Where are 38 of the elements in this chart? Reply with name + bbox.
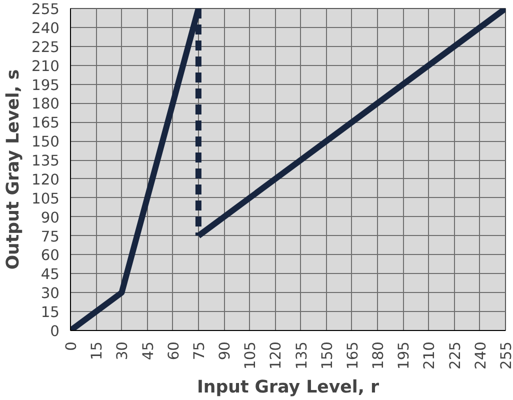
- x-tick-label: 210: [421, 341, 438, 370]
- x-tick-label: 240: [472, 341, 490, 370]
- y-tick-label: 150: [32, 134, 60, 151]
- y-tick-label: 120: [32, 171, 60, 188]
- y-tick-label: 0: [50, 323, 60, 340]
- x-tick-label: 30: [114, 341, 132, 360]
- y-tick-label: 90: [40, 209, 60, 226]
- x-axis-title: Input Gray Level, r: [196, 377, 380, 398]
- y-tick-label: 45: [40, 266, 60, 284]
- y-tick-label: 75: [40, 228, 60, 246]
- x-tick-label: 165: [344, 341, 362, 370]
- y-tick-label: 195: [32, 76, 60, 94]
- x-tick-label: 120: [268, 341, 285, 370]
- x-tick-label: 15: [88, 341, 106, 360]
- y-tick-label: 180: [32, 96, 60, 113]
- y-tick-label: 30: [40, 285, 60, 302]
- y-tick-label: 135: [32, 152, 60, 170]
- y-tick-label: 105: [32, 190, 60, 208]
- x-tick-label: 195: [396, 341, 413, 370]
- x-tick-label: 255: [498, 341, 513, 370]
- y-tick-label: 15: [40, 304, 60, 322]
- x-tick-label: 75: [190, 341, 208, 360]
- y-tick-label: 255: [32, 1, 60, 18]
- x-tick-label: 45: [140, 341, 157, 360]
- y-tick-label: 240: [32, 20, 60, 37]
- x-tick-label: 150: [318, 341, 336, 370]
- x-tick-label: 60: [165, 341, 182, 360]
- x-tick-label: 225: [446, 341, 464, 370]
- x-tick-label: 105: [242, 341, 260, 370]
- x-tick-label: 135: [293, 341, 310, 370]
- y-tick-label: 165: [32, 114, 60, 132]
- x-tick-label: 0: [63, 341, 80, 351]
- x-tick-label: 90: [216, 341, 234, 360]
- x-tick-label: 180: [370, 341, 388, 370]
- y-axis-title: Output Gray Level, s: [4, 69, 24, 270]
- y-tick-label: 210: [32, 58, 60, 75]
- y-tick-label: 60: [40, 247, 60, 264]
- y-tick-label: 225: [32, 38, 60, 56]
